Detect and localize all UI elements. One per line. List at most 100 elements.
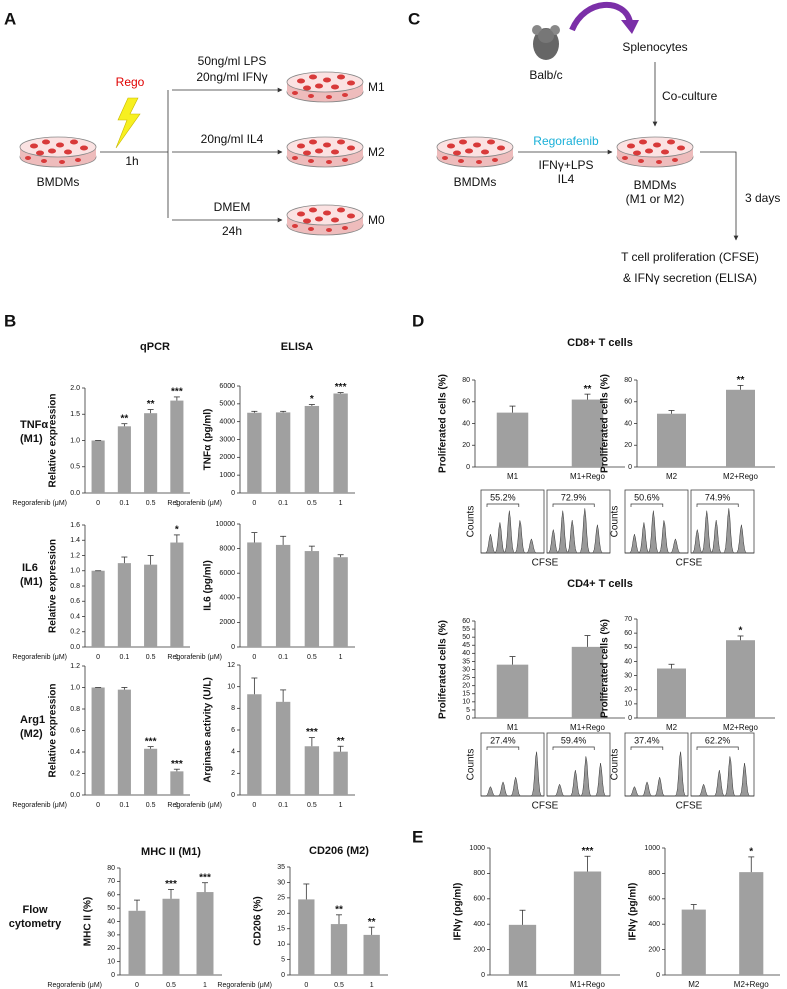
y-axis-label: Counts: [610, 506, 621, 538]
x-tick-label: 0.1: [278, 802, 288, 809]
y-tick-label: 20: [462, 683, 470, 690]
significance: ***: [582, 846, 594, 857]
x-tick-label: 1: [339, 500, 343, 507]
y-tick-label: 40: [462, 650, 470, 657]
y-axis-label: IFNγ (pg/ml): [453, 883, 464, 941]
bar: [573, 871, 602, 975]
bar: [128, 910, 146, 975]
bar: [91, 570, 105, 647]
y-tick-label: 1000: [219, 472, 235, 479]
x-tick-label: 0.5: [166, 982, 176, 989]
x-tick-label: 0.1: [120, 802, 130, 809]
y-tick-label: 15: [277, 926, 285, 933]
y-tick-label: 0.0: [70, 792, 80, 799]
bar: [681, 909, 706, 975]
y-tick-label: 0: [231, 792, 235, 799]
histogram: [691, 756, 754, 797]
y-tick-label: 60: [462, 399, 470, 406]
y-axis-label: Counts: [466, 749, 477, 781]
label: Rego: [116, 75, 145, 89]
dish: [19, 136, 97, 168]
row-label: TNFα: [20, 419, 48, 431]
y-tick-label: 0: [231, 490, 235, 497]
x-axis-label: Regorafenib (μM): [167, 500, 222, 507]
label: M2: [368, 145, 385, 159]
y-tick-label: 10: [277, 941, 285, 948]
y-axis-label: Arginase activity (U/L): [203, 677, 214, 783]
bar: [304, 405, 320, 493]
y-tick-label: 5: [281, 956, 285, 963]
bar: [275, 544, 291, 647]
y-tick-label: 10: [227, 684, 235, 691]
x-tick-label: M2+Rego: [723, 723, 758, 732]
y-tick-label: 1.0: [70, 568, 80, 575]
x-tick-label: 0: [96, 654, 100, 661]
histogram: [481, 751, 545, 797]
label: 1h: [125, 154, 138, 168]
y-tick-label: 4000: [219, 595, 235, 602]
row-label: cytometry: [9, 918, 62, 930]
label: 50ng/ml LPS: [198, 54, 267, 68]
x-tick-label: 1: [175, 654, 179, 661]
x-tick-label: 0.1: [278, 654, 288, 661]
x-axis-label: CFSE: [676, 801, 703, 812]
y-axis-label: Proliferated cells (%): [600, 619, 611, 718]
y-tick-label: 600: [473, 896, 485, 903]
significance: **: [368, 917, 376, 928]
x-tick-label: M2: [666, 723, 678, 732]
y-tick-label: 50: [462, 634, 470, 641]
row-label: IL6: [22, 562, 38, 574]
y-tick-label: 1.6: [70, 522, 80, 529]
y-tick-label: 6000: [219, 383, 235, 390]
y-tick-label: 200: [473, 946, 485, 953]
significance: ***: [335, 382, 347, 393]
y-tick-label: 35: [277, 864, 285, 871]
significance: **: [335, 904, 343, 915]
label: 24h: [222, 224, 242, 238]
significance: ***: [171, 387, 183, 398]
label: Regorafenib: [533, 134, 599, 148]
y-tick-label: 35: [462, 658, 470, 665]
section-title: CD8+ T cells: [567, 337, 633, 349]
significance: ***: [165, 879, 177, 890]
x-axis-label: CFSE: [532, 558, 559, 569]
label: Balb/c: [529, 68, 562, 82]
y-tick-label: 0.6: [70, 598, 80, 605]
gate: [630, 746, 664, 750]
y-tick-label: 20: [277, 910, 285, 917]
gate-label: 74.9%: [705, 492, 731, 502]
x-tick-label: 0: [252, 500, 256, 507]
label: BMDMs: [634, 178, 677, 192]
y-tick-label: 5000: [219, 401, 235, 408]
row-label: Flow: [22, 904, 47, 916]
mouse: [532, 25, 560, 60]
y-axis-label: Counts: [466, 506, 477, 538]
x-axis-label: Regorafenib (μM): [47, 982, 102, 989]
y-tick-label: 40: [107, 918, 115, 925]
y-tick-label: 0.5: [70, 464, 80, 471]
bar: [247, 412, 262, 493]
x-axis-label: Regorafenib (μM): [217, 982, 272, 989]
curved-arrow: [569, 2, 633, 32]
bar: [91, 440, 105, 493]
gate: [552, 503, 595, 507]
bar: [170, 542, 184, 647]
label: BMDMs: [454, 175, 497, 189]
gate: [696, 746, 739, 750]
y-tick-label: 6: [231, 727, 235, 734]
y-tick-label: 40: [624, 420, 632, 427]
y-tick-label: 2000: [219, 454, 235, 461]
section-title: CD4+ T cells: [567, 578, 633, 590]
y-tick-label: 20: [107, 945, 115, 952]
x-tick-label: 0.1: [120, 500, 130, 507]
bar: [144, 748, 158, 795]
y-axis-label: IL6 (pg/ml): [203, 560, 214, 611]
y-tick-label: 1000: [644, 845, 660, 852]
label: & IFNγ secretion (ELISA): [623, 271, 757, 285]
panel-letter: A: [4, 9, 16, 28]
bar: [333, 751, 348, 795]
bar: [196, 892, 214, 975]
y-tick-label: 0: [628, 715, 632, 722]
column-title: ELISA: [281, 341, 313, 353]
